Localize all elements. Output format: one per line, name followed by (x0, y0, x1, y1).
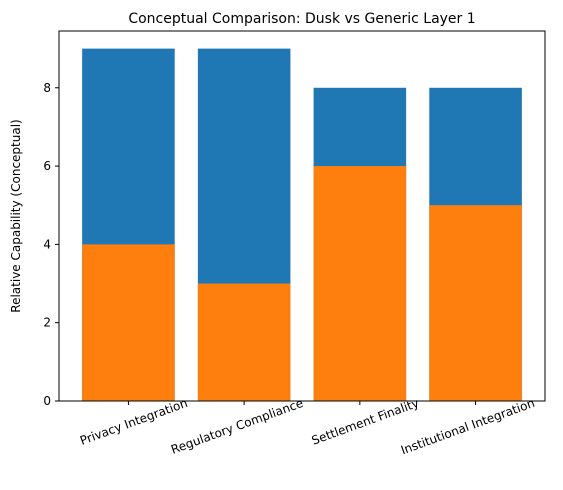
plot-frame (58, 30, 546, 402)
bar-series-2-3 (313, 166, 407, 401)
y-tick-label: 6 (43, 159, 51, 173)
x-tick-label: Regulatory Compliance (169, 396, 305, 457)
y-axis: 0 2 4 6 8 (43, 81, 59, 408)
bars-group (82, 48, 522, 401)
x-tick-label: Privacy Integration (78, 396, 189, 448)
y-tick-label: 4 (43, 237, 51, 251)
x-tick-label: Settlement Finality (310, 396, 421, 448)
y-tick-label: 0 (43, 394, 51, 408)
y-axis-label: Relative Capability (Conceptual) (9, 119, 23, 312)
x-tick-label: Institutional Integration (399, 396, 537, 458)
bar-series-2-2 (197, 283, 291, 401)
y-tick-label: 2 (43, 316, 51, 330)
bar-series-2-1 (82, 244, 175, 401)
y-tick-label: 8 (43, 81, 51, 95)
chart-title: Conceptual Comparison: Dusk vs Generic L… (128, 11, 475, 27)
bar-series-2-4 (429, 205, 522, 401)
